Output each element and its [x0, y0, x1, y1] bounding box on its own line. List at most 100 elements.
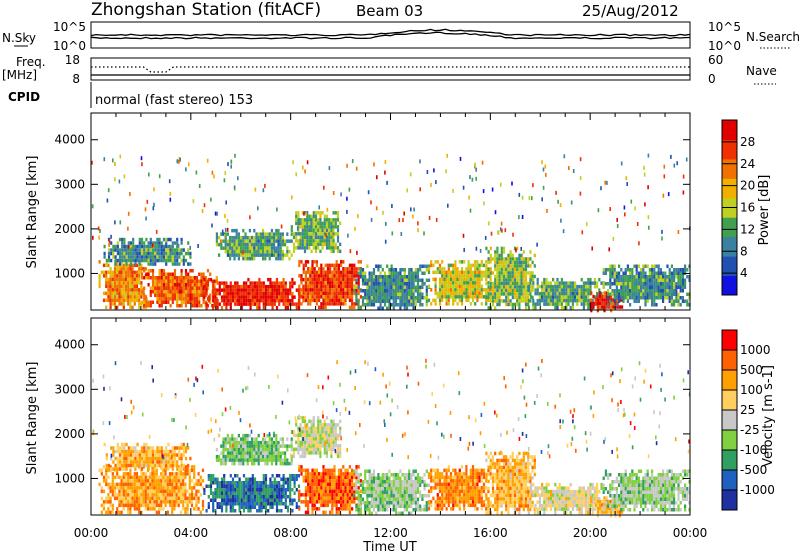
- data-cell: [449, 281, 453, 285]
- data-cell: [164, 486, 167, 490]
- data-cell: [153, 507, 156, 511]
- data-cell: [175, 472, 178, 476]
- data-cell: [281, 242, 284, 247]
- data-cell: [333, 503, 336, 508]
- data-cell: [322, 298, 325, 303]
- data-cell: [609, 275, 612, 279]
- speckle-cell: [382, 210, 384, 215]
- data-cell: [330, 242, 333, 247]
- data-cell: [310, 242, 313, 247]
- data-cell: [138, 251, 141, 256]
- data-cell: [489, 295, 492, 300]
- data-cell: [124, 274, 128, 278]
- data-cell: [165, 262, 168, 266]
- data-cell: [311, 260, 314, 264]
- data-cell: [489, 253, 492, 258]
- data-cell: [231, 495, 235, 499]
- data-cell: [381, 296, 384, 300]
- data-cell: [278, 291, 281, 296]
- data-cell: [543, 295, 546, 299]
- data-cell: [320, 500, 323, 504]
- data-cell: [257, 253, 260, 257]
- data-cell: [251, 256, 254, 261]
- speckle-cell: [223, 178, 226, 183]
- data-cell: [173, 269, 177, 273]
- data-cell: [160, 456, 163, 461]
- data-cell: [648, 278, 651, 282]
- data-cell: [392, 289, 395, 293]
- data-cell: [379, 292, 382, 296]
- data-cell: [215, 232, 218, 236]
- data-cell: [227, 295, 230, 299]
- data-cell: [401, 289, 404, 293]
- data-cell: [637, 299, 640, 303]
- data-cell: [173, 297, 177, 301]
- data-cell: [609, 264, 612, 268]
- data-cell: [142, 479, 145, 483]
- data-cell: [333, 274, 336, 278]
- data-cell: [419, 296, 422, 300]
- data-cell: [244, 256, 247, 261]
- data-cell: [379, 296, 382, 300]
- data-cell: [105, 510, 108, 515]
- data-cell: [111, 482, 114, 487]
- data-cell: [240, 298, 243, 303]
- data-cell: [111, 284, 114, 289]
- data-cell: [664, 282, 667, 286]
- data-cell: [474, 291, 477, 296]
- data-cell: [353, 277, 356, 282]
- data-cell: [511, 292, 514, 296]
- speckle-cell: [518, 192, 521, 197]
- data-cell: [465, 274, 468, 278]
- data-cell: [300, 295, 303, 299]
- data-cell: [545, 284, 548, 289]
- data-cell: [386, 264, 389, 268]
- data-cell: [218, 291, 221, 296]
- data-cell: [309, 479, 312, 483]
- data-cell: [377, 306, 380, 310]
- data-cell: [361, 296, 365, 300]
- data-cell: [335, 267, 338, 271]
- data-cell: [98, 284, 101, 289]
- data-cell: [399, 289, 402, 293]
- data-cell: [615, 278, 618, 282]
- data-cell: [157, 507, 161, 511]
- data-cell: [209, 491, 213, 495]
- data-cell: [392, 278, 395, 282]
- data-cell: [162, 463, 166, 468]
- data-cell: [361, 271, 365, 275]
- data-cell: [123, 248, 126, 252]
- data-cell: [105, 500, 108, 504]
- data-cell: [160, 463, 163, 468]
- data-cell: [180, 467, 183, 471]
- data-cell: [498, 295, 501, 300]
- data-cell: [552, 298, 555, 303]
- data-cell: [565, 288, 568, 292]
- data-cell: [169, 255, 172, 259]
- data-cell: [179, 482, 183, 487]
- data-cell: [357, 274, 360, 278]
- data-cell: [216, 481, 219, 485]
- speckle-cell: [604, 180, 606, 185]
- data-cell: [277, 256, 280, 261]
- data-cell: [601, 298, 604, 302]
- data-cell: [267, 484, 270, 488]
- data-cell: [390, 282, 393, 286]
- data-cell: [463, 291, 466, 296]
- data-cell: [102, 263, 106, 268]
- data-cell: [353, 267, 356, 271]
- data-cell: [169, 293, 172, 297]
- data-cell: [399, 275, 402, 279]
- data-cell: [262, 488, 265, 492]
- data-cell: [505, 299, 508, 303]
- data-cell: [644, 296, 647, 300]
- data-cell: [105, 298, 108, 303]
- data-cell: [284, 298, 287, 303]
- data-cell: [271, 281, 274, 285]
- speckle-cell: [643, 172, 646, 177]
- data-cell: [120, 510, 123, 515]
- data-cell: [556, 284, 559, 289]
- data-cell: [516, 257, 519, 261]
- data-cell: [326, 468, 329, 473]
- data-cell: [184, 510, 187, 515]
